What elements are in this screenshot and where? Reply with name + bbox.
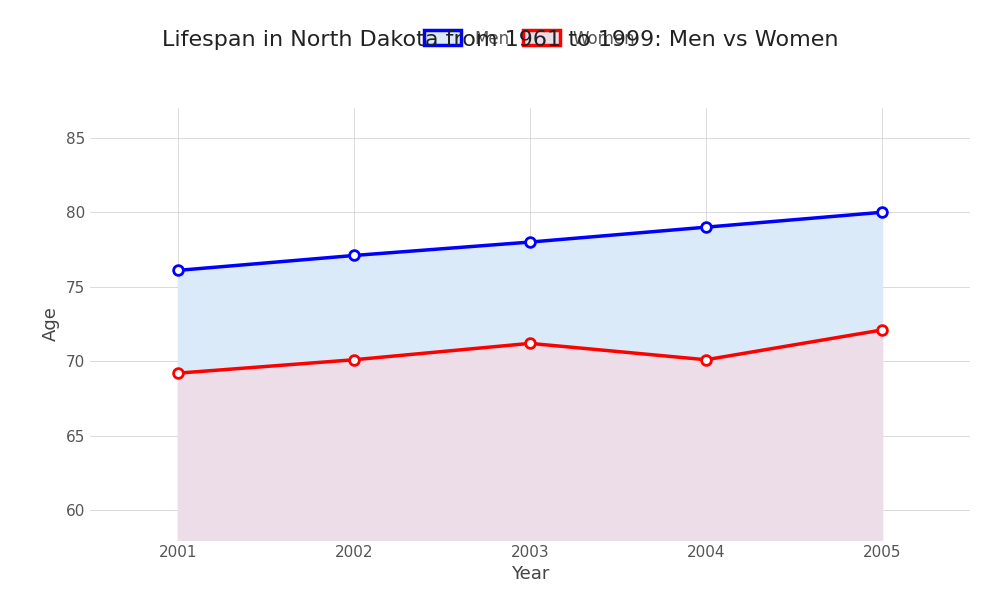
Legend: Men, Women: Men, Women [416, 21, 644, 56]
Text: Lifespan in North Dakota from 1961 to 1999: Men vs Women: Lifespan in North Dakota from 1961 to 19… [162, 30, 838, 50]
X-axis label: Year: Year [511, 565, 549, 583]
Y-axis label: Age: Age [42, 307, 60, 341]
